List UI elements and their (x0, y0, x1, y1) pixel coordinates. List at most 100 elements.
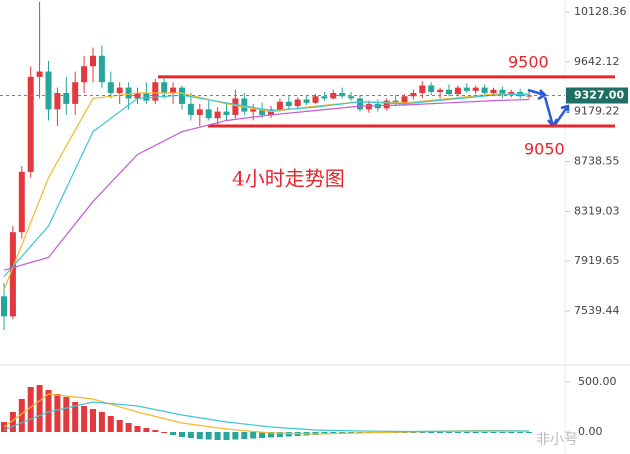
macd-bar (116, 420, 123, 432)
y-tick-label: 7919.65 (574, 254, 620, 267)
macd-bar (72, 402, 79, 432)
candle-body (463, 87, 470, 91)
candle-body (223, 111, 230, 115)
ma-line (3, 92, 530, 290)
macd-bar (107, 416, 114, 432)
macd-bar (143, 428, 150, 432)
candle-body (98, 55, 105, 83)
macd-bar (508, 432, 515, 433)
macd-bar (170, 432, 177, 435)
macd-bar (437, 432, 444, 433)
candle-body (81, 66, 88, 83)
chart-title: 4小时走势图 (232, 167, 345, 191)
candle-body (90, 55, 96, 67)
candle-body (437, 89, 444, 92)
candle-body (339, 93, 346, 97)
macd-bar (36, 385, 43, 432)
macd-bar (161, 432, 168, 433)
macd-bar (250, 432, 257, 439)
candle-body (490, 89, 497, 94)
macd-bar (187, 432, 194, 438)
macd-bar (419, 432, 426, 433)
ma-line (3, 98, 530, 271)
candle-body (365, 103, 372, 110)
macd-bar (232, 432, 239, 440)
macd-bar (454, 432, 461, 433)
macd-bar (125, 423, 132, 432)
y-tick-label: 9642.12 (574, 55, 620, 68)
macd-bar (27, 387, 34, 432)
macd-bar (410, 432, 417, 433)
candle-body (36, 71, 43, 77)
macd-bar (81, 406, 88, 432)
macd-bar (259, 432, 266, 438)
arrow (527, 88, 548, 101)
candle-body (250, 109, 257, 112)
candle-body (383, 100, 390, 109)
macd-bar (9, 412, 16, 432)
candle-body (125, 87, 132, 99)
macd-bar (45, 390, 52, 432)
macd-bar (490, 432, 497, 433)
macd-bar (152, 430, 159, 432)
macd-bar (1, 422, 7, 432)
candle-body (45, 71, 52, 110)
macd-bar (276, 432, 283, 437)
candle-body (321, 96, 328, 99)
candle-body (232, 98, 239, 115)
arrow (543, 96, 559, 129)
candle-body (72, 82, 79, 104)
candle-body (116, 87, 123, 94)
candle-body (481, 87, 488, 94)
candle-body (348, 96, 355, 99)
macd-bar (54, 394, 61, 432)
candle-body (357, 98, 363, 110)
candle-body (54, 93, 61, 110)
candle-body (410, 93, 417, 97)
candle-body (499, 89, 506, 96)
candle-body (134, 93, 141, 99)
candle-body (259, 109, 266, 115)
macd-bar (223, 432, 230, 440)
candle-body (170, 87, 177, 94)
candle-body (187, 103, 194, 115)
macd-tick-label: 500.00 (578, 375, 617, 388)
macd-bar (98, 412, 105, 432)
candle-body (472, 87, 479, 91)
candle-body (312, 96, 319, 103)
candle-body (214, 111, 221, 119)
candle-body (276, 101, 283, 110)
macd-bar (481, 432, 488, 433)
candle-body (152, 82, 159, 101)
arrow (552, 104, 570, 127)
candle-body (27, 76, 34, 172)
watermark: 非小号 (536, 432, 578, 448)
macd-bar (205, 432, 212, 440)
macd-bar (499, 432, 506, 433)
candle-body (330, 93, 337, 99)
macd-bar (446, 432, 452, 433)
candle-body (143, 93, 150, 101)
macd-bar (196, 432, 203, 439)
candle-body (454, 87, 461, 95)
candle-body (428, 85, 435, 92)
macd-bar (214, 432, 221, 440)
candle-body (446, 89, 452, 95)
macd-bar (517, 432, 524, 433)
macd-bar (463, 432, 470, 433)
current-price-box (566, 87, 628, 104)
level-label: 9500 (508, 52, 549, 71)
macd-bar (472, 432, 479, 433)
level-label: 9050 (524, 140, 565, 159)
macd-bar (348, 432, 355, 433)
y-tick-label: 8319.03 (574, 204, 620, 217)
macd-tick-label: 0.00 (578, 425, 603, 438)
candle-body (9, 232, 16, 317)
macd-bar (241, 432, 248, 439)
current-price-label: 9327.00 (574, 89, 624, 102)
macd-bar (268, 432, 274, 438)
macd-line (3, 401, 530, 433)
candle-body (241, 98, 248, 112)
macd-bar (134, 426, 141, 432)
